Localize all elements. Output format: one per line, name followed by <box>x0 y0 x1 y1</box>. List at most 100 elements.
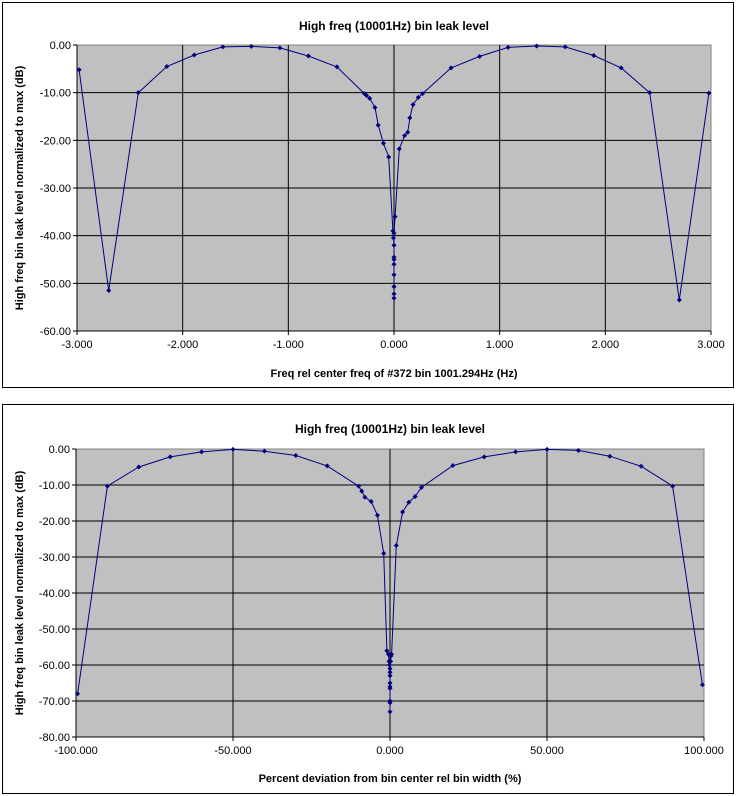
data-point <box>505 44 511 50</box>
data-point <box>356 483 362 489</box>
data-point <box>387 680 393 686</box>
y-axis-title: High freq bin leak level normalized to m… <box>14 65 26 310</box>
data-point <box>513 449 519 455</box>
x-tick-label: -2.000 <box>167 339 198 351</box>
y-tick-label: 0.00 <box>50 40 71 52</box>
data-point <box>410 102 416 108</box>
data-point <box>477 53 483 59</box>
data-point <box>396 146 402 152</box>
data-point <box>135 90 141 96</box>
data-point <box>647 90 653 96</box>
data-point <box>392 214 398 220</box>
x-axis-title: Freq rel center freq of #372 bin 1001.29… <box>271 368 518 380</box>
data-point <box>387 709 393 715</box>
data-point <box>391 242 397 248</box>
y-tick-label: -10.00 <box>40 88 71 100</box>
series-line <box>78 45 710 301</box>
data-point <box>481 454 487 460</box>
y-tick-label: -50.00 <box>40 278 71 290</box>
data-point <box>387 684 393 690</box>
data-point <box>387 666 393 672</box>
data-point <box>387 673 393 679</box>
data-point <box>293 452 299 458</box>
y-tick-label: -60.00 <box>40 326 71 338</box>
x-tick-label: 0.000 <box>376 745 404 757</box>
y-tick-label: -30.00 <box>40 183 71 195</box>
y-tick-label: -80.00 <box>39 732 70 744</box>
data-point <box>390 235 396 241</box>
y-tick-label: -70.00 <box>39 696 70 708</box>
data-point <box>191 52 197 58</box>
data-point <box>167 454 173 460</box>
data-point <box>381 550 387 556</box>
data-point <box>106 287 112 293</box>
chart-svg-top: 0.00 -10.00 -20.00 -30.00 -40.00 -50.00 -60.00… <box>14 19 725 380</box>
data-point <box>199 449 205 455</box>
data-point <box>362 494 368 500</box>
data-point <box>699 682 705 688</box>
data-point <box>415 94 421 100</box>
data-point <box>391 230 397 236</box>
data-point <box>406 499 412 505</box>
y-axis-title: High freq bin leak level normalized to m… <box>14 470 26 715</box>
data-point <box>387 698 393 704</box>
data-point <box>607 453 613 459</box>
data-point <box>104 483 110 489</box>
data-point <box>402 133 408 139</box>
data-point <box>405 129 411 135</box>
data-point <box>393 542 399 548</box>
chart-panel-top: 0.00 -10.00 -20.00 -30.00 -40.00 -50.00 -60.00… <box>2 2 734 388</box>
data-point <box>391 284 397 290</box>
chart-svg-bottom: 0.00 -10.00 -20.00 -30.00 -40.00 -50.00 -60.00… <box>14 422 724 785</box>
data-point <box>562 44 568 50</box>
data-point <box>389 651 395 657</box>
y-tick-label: 0.00 <box>49 444 70 456</box>
data-point <box>387 669 393 675</box>
y-tick-label: -30.00 <box>39 552 70 564</box>
data-point <box>385 651 391 657</box>
data-point <box>368 499 374 505</box>
data-point <box>391 291 397 297</box>
data-point <box>618 65 624 71</box>
x-tick-label: 1.000 <box>486 339 514 351</box>
data-point <box>418 485 424 491</box>
data-point <box>334 64 340 70</box>
x-tick-label: 100.000 <box>684 745 724 757</box>
data-point <box>261 448 267 454</box>
data-point <box>676 297 682 303</box>
data-point <box>575 447 581 453</box>
y-tick-label: -10.00 <box>39 480 70 492</box>
data-point <box>76 67 82 73</box>
data-point <box>391 257 397 262</box>
x-axis-title: Percent deviation from bin center rel bi… <box>259 773 522 785</box>
data-point <box>367 95 373 101</box>
chart-title: High freq (10001Hz) bin leak level <box>295 422 485 436</box>
data-point <box>374 512 380 518</box>
chart-panel-bottom: 0.00 -10.00 -20.00 -30.00 -40.00 -50.00 -60.00… <box>2 404 734 794</box>
data-point <box>372 104 378 110</box>
data-point <box>638 463 644 469</box>
data-point <box>391 261 397 267</box>
y-tick-label: -40.00 <box>40 231 71 243</box>
data-point <box>412 494 418 500</box>
x-tick-label: -1.000 <box>273 339 304 351</box>
data-point <box>450 463 456 469</box>
data-point <box>220 44 226 50</box>
data-point <box>407 115 413 121</box>
data-point <box>420 91 426 97</box>
data-point <box>277 45 283 51</box>
data-point <box>136 464 142 470</box>
x-tick-label: 2.000 <box>592 339 620 351</box>
data-point <box>386 154 392 160</box>
data-point <box>324 463 330 469</box>
chart-title: High freq (10001Hz) bin leak level <box>299 19 489 33</box>
x-tick-label: 0.000 <box>380 339 408 351</box>
data-point <box>384 648 390 654</box>
y-tick-label: -20.00 <box>40 135 71 147</box>
data-point <box>670 483 676 489</box>
x-tick-label: -50.000 <box>214 745 251 757</box>
y-tick-label: -20.00 <box>39 516 70 528</box>
data-point <box>591 52 597 58</box>
data-point <box>400 509 406 515</box>
data-point <box>391 272 397 278</box>
